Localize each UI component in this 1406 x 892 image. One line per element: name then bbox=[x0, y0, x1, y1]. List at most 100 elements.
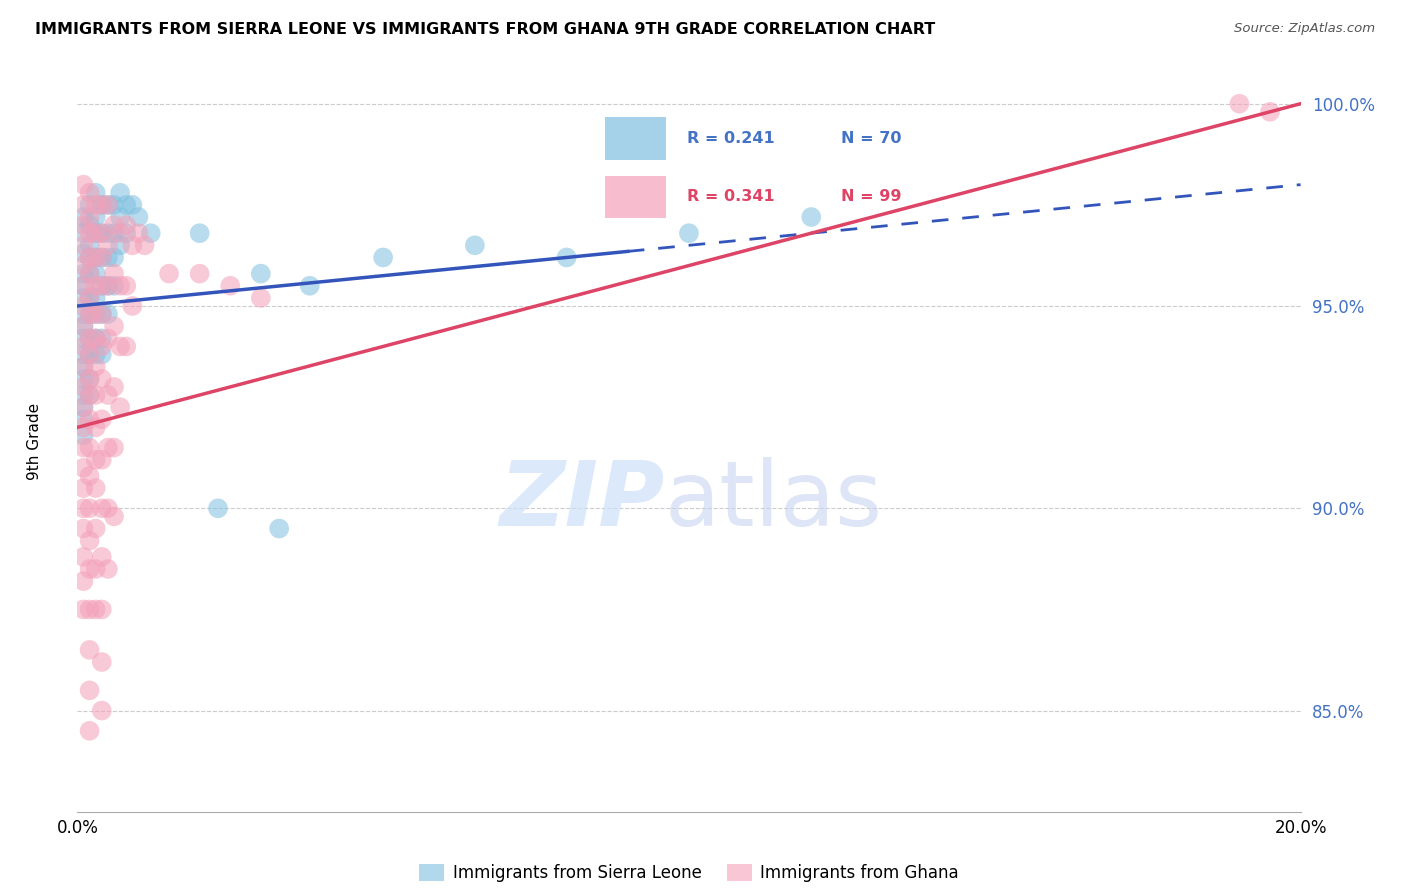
Point bbox=[97, 278, 120, 293]
Point bbox=[90, 198, 112, 212]
Point bbox=[79, 226, 101, 240]
Point bbox=[90, 347, 112, 361]
Point bbox=[72, 307, 94, 321]
Point bbox=[84, 481, 107, 495]
Point bbox=[79, 307, 101, 321]
Point bbox=[90, 549, 112, 564]
Point bbox=[97, 331, 120, 345]
Point bbox=[298, 278, 321, 293]
Point bbox=[79, 210, 101, 224]
Point bbox=[97, 388, 120, 402]
Point bbox=[90, 198, 112, 212]
Point bbox=[84, 226, 107, 240]
Point bbox=[84, 210, 107, 224]
Point bbox=[84, 186, 107, 200]
Point bbox=[103, 218, 125, 232]
Point bbox=[72, 278, 94, 293]
Point bbox=[72, 299, 94, 313]
Point bbox=[90, 278, 112, 293]
Point bbox=[72, 602, 94, 616]
Point bbox=[72, 218, 94, 232]
Point bbox=[84, 307, 107, 321]
Point bbox=[79, 291, 101, 305]
Point bbox=[84, 226, 107, 240]
Point bbox=[72, 412, 94, 426]
Point bbox=[97, 307, 120, 321]
Point bbox=[84, 307, 107, 321]
Point bbox=[72, 178, 94, 192]
Point bbox=[84, 251, 107, 265]
Point bbox=[72, 259, 94, 273]
Point bbox=[84, 522, 107, 536]
Point bbox=[79, 683, 101, 698]
Point bbox=[79, 347, 101, 361]
Point bbox=[97, 441, 120, 455]
Point bbox=[90, 501, 112, 516]
Point bbox=[79, 198, 101, 212]
Point bbox=[79, 723, 101, 738]
Point bbox=[72, 428, 94, 442]
Point bbox=[84, 602, 107, 616]
Point bbox=[72, 319, 94, 334]
Point bbox=[72, 574, 94, 588]
Point bbox=[90, 655, 112, 669]
Point bbox=[128, 226, 150, 240]
Point bbox=[84, 198, 107, 212]
Point bbox=[108, 210, 131, 224]
Point bbox=[79, 251, 101, 265]
Point bbox=[188, 226, 211, 240]
Point bbox=[97, 226, 120, 240]
Point bbox=[97, 251, 120, 265]
Point bbox=[84, 562, 107, 576]
Text: IMMIGRANTS FROM SIERRA LEONE VS IMMIGRANTS FROM GHANA 9TH GRADE CORRELATION CHAR: IMMIGRANTS FROM SIERRA LEONE VS IMMIGRAN… bbox=[35, 22, 935, 37]
Point bbox=[103, 380, 125, 394]
Point bbox=[72, 549, 94, 564]
Point bbox=[250, 291, 273, 305]
Point bbox=[79, 602, 101, 616]
Point bbox=[97, 562, 120, 576]
Point bbox=[84, 331, 107, 345]
Point bbox=[72, 420, 94, 434]
Point bbox=[121, 238, 143, 252]
Point bbox=[90, 278, 112, 293]
Point bbox=[269, 522, 291, 536]
Point bbox=[97, 278, 120, 293]
Point bbox=[72, 198, 94, 212]
Point bbox=[103, 198, 125, 212]
Point bbox=[90, 704, 112, 718]
Point bbox=[157, 267, 180, 281]
Point bbox=[90, 251, 112, 265]
Point bbox=[97, 198, 120, 212]
Point bbox=[72, 522, 94, 536]
Point bbox=[79, 267, 101, 281]
Point bbox=[72, 226, 94, 240]
Point bbox=[79, 186, 101, 200]
Point bbox=[108, 278, 131, 293]
Point bbox=[84, 291, 107, 305]
Point bbox=[219, 278, 242, 293]
Point bbox=[115, 218, 138, 232]
Text: ZIP: ZIP bbox=[499, 457, 665, 545]
Point bbox=[79, 331, 101, 345]
Point bbox=[79, 388, 101, 402]
Point bbox=[678, 226, 700, 240]
Point bbox=[103, 226, 125, 240]
Point bbox=[90, 339, 112, 353]
Point bbox=[79, 291, 101, 305]
Point bbox=[90, 602, 112, 616]
Point bbox=[72, 372, 94, 386]
Point bbox=[72, 278, 94, 293]
Point bbox=[90, 251, 112, 265]
Point bbox=[72, 481, 94, 495]
Point bbox=[79, 267, 101, 281]
Point bbox=[72, 238, 94, 252]
Point bbox=[555, 251, 578, 265]
Point bbox=[84, 267, 107, 281]
Point bbox=[72, 501, 94, 516]
Point bbox=[72, 331, 94, 345]
Point bbox=[79, 441, 101, 455]
Point bbox=[79, 501, 101, 516]
Point bbox=[103, 278, 125, 293]
Point bbox=[121, 198, 143, 212]
Point bbox=[72, 210, 94, 224]
